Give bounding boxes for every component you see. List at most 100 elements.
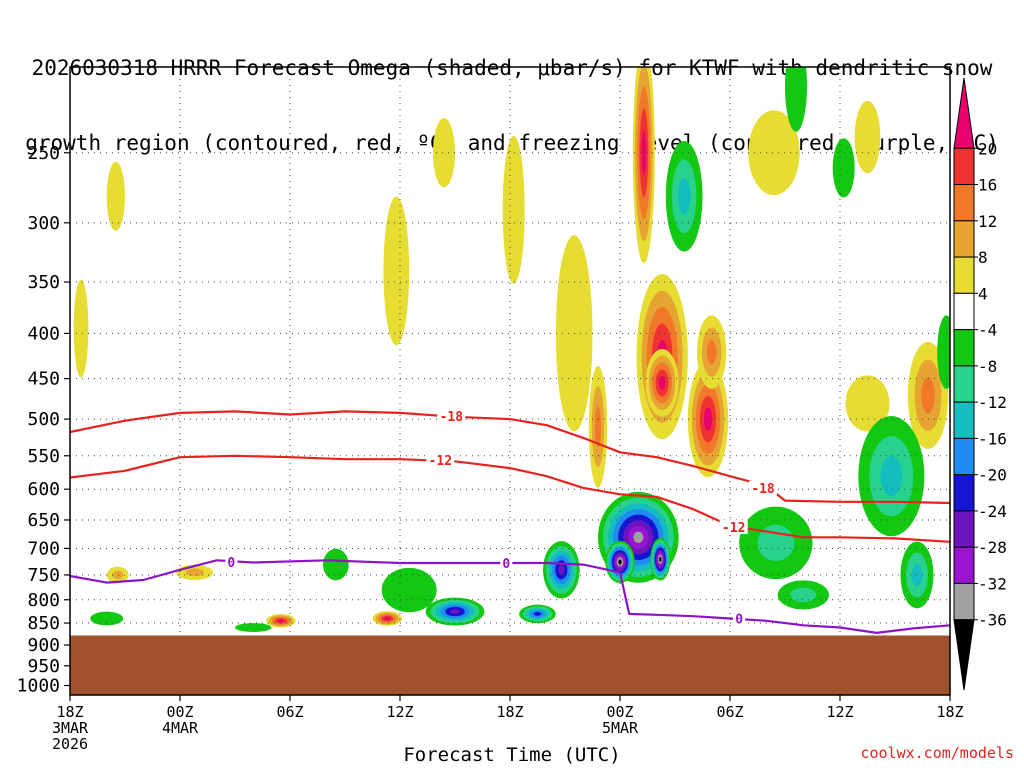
contour-label-bg-5 xyxy=(500,555,513,570)
omega-cell-24-8 xyxy=(618,559,622,565)
contour-label-bg-4 xyxy=(225,554,238,569)
x-axis-label: Forecast Time (UTC) xyxy=(403,744,621,766)
omega-cell-31-0 xyxy=(785,67,807,132)
colorbar-label-12: -32 xyxy=(978,574,1007,593)
omega-cell-0-4 xyxy=(277,619,284,623)
omega-cell-21-5 xyxy=(450,609,460,614)
colorbar-label-7: -12 xyxy=(978,393,1007,412)
x-tick-label-3-0: 12Z xyxy=(386,703,413,721)
colorbar-swatch-2 xyxy=(953,184,975,222)
omega-cell-5-0 xyxy=(106,161,126,231)
y-tick-label-1000: 1000 xyxy=(17,676,60,697)
colorbar-top-arrow xyxy=(953,77,975,149)
omega-cell-32-0 xyxy=(832,138,855,198)
omega-cell-20-4 xyxy=(533,612,542,616)
colorbar-swatch-6 xyxy=(953,329,975,367)
colorbar-label-9: -20 xyxy=(978,466,1007,485)
omega-cell-27-0 xyxy=(323,548,349,581)
omega-cell-1-4 xyxy=(384,617,391,620)
omega-cell-10-2 xyxy=(594,406,602,448)
x-tick-label-1-0: 00Z xyxy=(166,703,193,721)
x-tick-label-5-1: 5MAR xyxy=(602,719,639,737)
colorbar-swatch-5 xyxy=(953,292,975,331)
colorbar-label-8: -16 xyxy=(978,429,1007,448)
contour-label-5: 0 xyxy=(502,557,510,572)
y-tick-label-700: 700 xyxy=(27,538,60,559)
y-tick-label-250: 250 xyxy=(27,143,60,164)
colorbar-label-6: -8 xyxy=(978,357,997,376)
colorbar-swatch-12 xyxy=(953,546,975,584)
y-tick-label-950: 950 xyxy=(27,656,60,677)
colorbar-label-5: -4 xyxy=(978,321,997,340)
credit-text: coolwx.com/models xyxy=(860,744,1014,762)
colorbar-swatch-11 xyxy=(953,510,975,548)
x-tick-label-7-0: 12Z xyxy=(826,703,853,721)
omega-cell-16-0 xyxy=(748,110,800,196)
x-tick-label-4-0: 18Z xyxy=(496,703,523,721)
axes: 2503003504004505005506006507007508008509… xyxy=(17,143,964,753)
x-tick-label-2-0: 06Z xyxy=(276,703,303,721)
contour-label-bg-3 xyxy=(719,519,748,534)
contour-label-2: -18 xyxy=(751,482,775,497)
omega-cell-34-2 xyxy=(880,456,903,497)
contour-line-1 xyxy=(70,454,950,543)
omega-cell-14-2 xyxy=(706,339,717,365)
omega-cell-12-4 xyxy=(658,376,666,390)
contour-label-4: 0 xyxy=(227,556,235,571)
omega-cell-35-2 xyxy=(911,563,923,587)
omega-cell-29-0 xyxy=(90,611,124,626)
x-tick-label-6-0: 06Z xyxy=(716,703,743,721)
colorbar-label-10: -24 xyxy=(978,502,1007,521)
y-tick-label-500: 500 xyxy=(27,409,60,430)
y-tick-label-800: 800 xyxy=(27,590,60,611)
terrain-block xyxy=(70,635,950,695)
y-tick-label-900: 900 xyxy=(27,635,60,656)
contour-label-1: -12 xyxy=(429,454,452,469)
omega-cell-6-0 xyxy=(383,196,410,346)
y-tick-label-550: 550 xyxy=(27,446,60,467)
omega-cell-23-7 xyxy=(633,531,644,543)
colorbar-swatch-7 xyxy=(953,365,975,403)
x-tick-label-8-0: 18Z xyxy=(936,703,963,721)
colorbar: 20 16 12 8 4 -4 -8 -12 -16 -20 -24 -28 -32 -36 xyxy=(953,77,1007,691)
omega-cell-26-0 xyxy=(381,567,437,613)
y-tick-label-650: 650 xyxy=(27,510,60,531)
omega-cell-8-0 xyxy=(502,136,525,284)
x-tick-label-1-1: 4MAR xyxy=(162,719,199,737)
contour-label-bg-0 xyxy=(437,409,466,424)
omega-cell-19-0 xyxy=(845,375,890,432)
colorbar-swatch-3 xyxy=(953,220,975,258)
colorbar-swatch-9 xyxy=(953,437,975,476)
omega-cell-22-5 xyxy=(558,565,565,575)
x-tick-label-0-2: 2026 xyxy=(52,735,88,753)
y-tick-label-350: 350 xyxy=(27,272,60,293)
omega-cell-18-2 xyxy=(921,377,935,414)
x-tick-label-0-0: 18Z xyxy=(56,703,83,721)
y-tick-label-300: 300 xyxy=(27,213,60,234)
colorbar-label-1: 16 xyxy=(978,176,997,195)
contour-label-bg-1 xyxy=(426,452,455,467)
omega-cell-2-1 xyxy=(185,568,204,577)
omega-cell-25-8 xyxy=(659,556,662,562)
contour-line-2 xyxy=(70,559,950,635)
colorbar-label-4: 4 xyxy=(978,284,988,303)
x-tick-label-0-1: 3MAR xyxy=(52,719,89,737)
y-tick-label-600: 600 xyxy=(27,479,60,500)
colorbar-label-0: 20 xyxy=(978,139,997,158)
contour-line-0 xyxy=(70,410,950,505)
colorbar-label-13: -36 xyxy=(978,611,1007,630)
omega-cell-30-2 xyxy=(678,177,691,215)
contour-label-0: -18 xyxy=(440,410,464,425)
colorbar-label-2: 12 xyxy=(978,212,997,231)
omega-cell-36-1 xyxy=(790,587,817,603)
contour-label-3: -12 xyxy=(722,521,745,536)
title-line-1: 2026030318 HRRR Forecast Omega (shaded, … xyxy=(31,56,993,80)
y-tick-label-400: 400 xyxy=(27,323,60,344)
colorbar-swatch-13 xyxy=(953,582,975,621)
contour-label-bg-6 xyxy=(733,611,746,626)
colorbar-label-3: 8 xyxy=(978,248,988,267)
omega-cell-28-0 xyxy=(235,623,272,633)
omega-cell-17-0 xyxy=(854,100,881,174)
colorbar-swatch-4 xyxy=(953,256,975,294)
